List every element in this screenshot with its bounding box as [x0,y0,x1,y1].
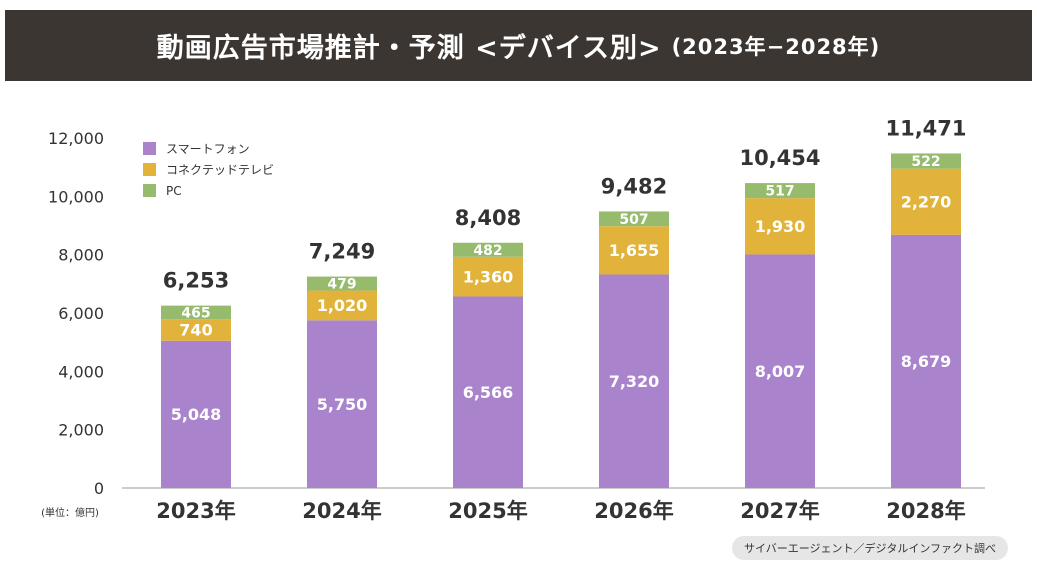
y-tick-label: 8,000 [58,246,104,265]
bar-value-label-smartphone: 8,007 [755,362,806,381]
chart-title: 動画広告市場推計・予測 <デバイス別> [156,33,662,64]
bar-value-label-smartphone: 5,048 [171,405,222,424]
y-tick-label: 10,000 [48,187,104,206]
bar-segment-pc [307,276,377,291]
bar-value-label-pc: 507 [619,212,648,228]
legend-swatch-pc [143,184,156,197]
y-tick-label: 4,000 [58,362,104,381]
bar-total-label: 8,408 [455,206,521,230]
chart-subtitle-period: (2023年−2028年) [671,34,881,59]
bar-value-label-connected_tv: 1,360 [463,267,514,286]
legend-label-pc: PC [166,184,182,198]
bar-segment-pc [891,153,961,169]
legend-swatch-connected_tv [143,163,156,176]
bar-value-label-connected_tv: 740 [179,321,212,340]
y-tick-label: 2,000 [58,421,104,440]
bar-total-label: 11,471 [885,116,966,140]
bar-total-label: 6,253 [163,269,229,293]
legend-label-connected_tv: コネクテッドテレビ [166,163,274,177]
bar-value-label-pc: 522 [911,154,940,170]
bar-total-label: 10,454 [739,146,820,170]
bar-segment-connected_tv [307,290,377,321]
bar-total-label: 9,482 [601,174,667,198]
bar-value-label-pc: 482 [473,243,502,259]
bar-value-label-smartphone: 5,750 [317,395,368,414]
bar-segment-smartphone [599,274,669,488]
bar-value-label-connected_tv: 1,655 [609,241,660,260]
bar-segment-connected_tv [161,319,231,341]
bar-segment-smartphone [745,254,815,488]
x-tick-label: 2026年 [594,499,673,523]
bar-value-label-pc: 517 [765,184,794,200]
bar-segment-smartphone [161,340,231,488]
y-tick-label: 12,000 [48,129,104,148]
source-badge: サイバーエージェント／デジタルインファクト調べ [732,536,1009,560]
bar-value-label-pc: 479 [327,277,356,293]
bar-value-label-connected_tv: 2,270 [901,193,952,212]
bar-segment-pc [599,211,669,227]
x-tick-label: 2028年 [886,499,965,523]
bar-segment-connected_tv [599,226,669,275]
x-tick-label: 2027年 [740,499,819,523]
x-tick-label: 2023年 [156,499,235,523]
bar-segment-connected_tv [453,256,523,297]
y-tick-label: 0 [94,479,104,498]
legend-swatch-smartphone [143,142,156,155]
bar-value-label-connected_tv: 1,020 [317,296,368,315]
y-tick-label: 6,000 [58,304,104,323]
legend-label-smartphone: スマートフォン [166,142,250,156]
bar-total-label: 7,249 [309,240,375,264]
bar-segment-connected_tv [745,198,815,255]
bar-value-label-smartphone: 8,679 [901,352,952,371]
bar-segment-smartphone [307,320,377,488]
x-tick-label: 2025年 [448,499,527,523]
bar-value-label-pc: 465 [181,305,210,321]
bar-value-label-smartphone: 7,320 [609,372,660,391]
bar-segment-pc [453,242,523,257]
y-unit-label: (単位：億円) [41,506,99,519]
bar-value-label-smartphone: 6,566 [463,383,514,402]
bar-segment-pc [745,183,815,199]
bar-segment-smartphone [453,296,523,488]
x-tick-label: 2024年 [302,499,381,523]
title-bar: 動画広告市場推計・予測 <デバイス別> (2023年−2028年) [5,10,1032,81]
bar-segment-smartphone [891,234,961,488]
bar-segment-pc [161,305,231,320]
bar-segment-connected_tv [891,168,961,235]
bar-value-label-connected_tv: 1,930 [755,217,806,236]
